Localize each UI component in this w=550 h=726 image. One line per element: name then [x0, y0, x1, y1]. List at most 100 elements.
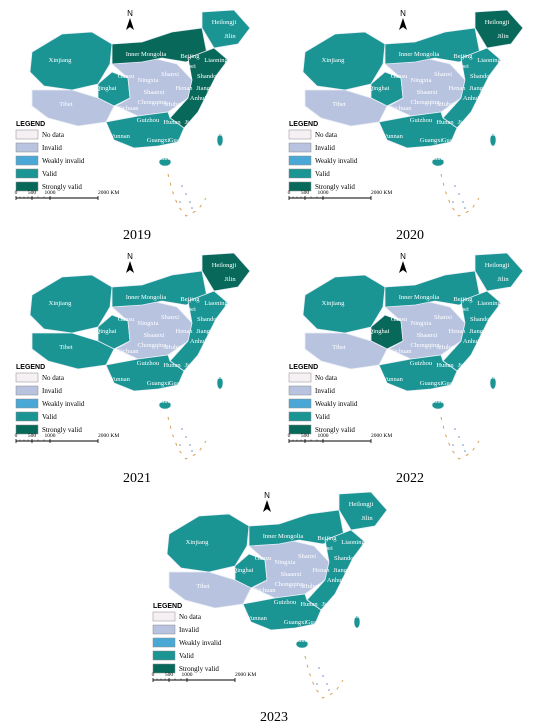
scale-tick-label: 0: [152, 672, 155, 678]
province-label: Gansu: [118, 316, 135, 323]
island-dot: [191, 207, 193, 209]
island-dot: [454, 428, 456, 430]
island-dot: [452, 201, 454, 203]
province-label: Inner Mongolia: [126, 294, 167, 301]
scale-tick-label: 1000: [182, 672, 193, 678]
province-label: Zhejiang: [202, 356, 226, 363]
province-label: Hainan: [430, 155, 450, 162]
legend-label: No data: [315, 131, 338, 139]
province-label: Sichuan: [118, 105, 140, 112]
north-label: N: [264, 491, 270, 500]
province-label: Jilin: [497, 33, 509, 40]
province-label: Henan: [176, 328, 194, 335]
legend-swatch: [15, 398, 39, 409]
island-dot: [189, 444, 191, 446]
legend-label: No data: [42, 131, 65, 139]
province-label: Liaoning: [341, 539, 365, 546]
region-heilongjiang: [201, 252, 251, 292]
province-label: Xinjiang: [322, 57, 345, 64]
province-label: Fujian: [194, 129, 211, 136]
province-label: Guangdong: [169, 380, 200, 387]
province-label: Tibet: [59, 101, 73, 108]
legend-title: LEGEND: [16, 364, 45, 371]
legend-title: LEGEND: [289, 121, 318, 128]
province-label: Zhejiang: [202, 113, 226, 120]
island-dot: [462, 444, 464, 446]
province-label: Inner Mongolia: [126, 51, 167, 58]
province-label: Gansu: [255, 555, 272, 562]
region-south: [105, 354, 185, 392]
province-label: Hebei: [453, 63, 469, 70]
taiwan-island: [216, 133, 224, 147]
province-label: Fujian: [331, 611, 348, 618]
province-label: Hunan: [300, 601, 318, 608]
legend-label: Weakly invalid: [315, 400, 358, 408]
legend-label: Invalid: [315, 144, 335, 152]
province-label: Shanxi: [161, 71, 179, 78]
province-label: Ningxia: [411, 77, 432, 84]
legend-swatch: [152, 637, 176, 648]
province-label: Guangxi: [420, 380, 443, 387]
hainan-island: [295, 639, 309, 649]
legend-title: LEGEND: [289, 364, 318, 371]
scale-tick-label: 0: [15, 190, 18, 196]
province-label: Liaoning: [204, 300, 228, 307]
province-label: Shaanxi: [417, 332, 438, 339]
region-heilongjiang: [474, 9, 524, 49]
province-label: Fujian: [467, 129, 484, 136]
province-label: Liaoning: [204, 57, 228, 64]
region-east: [442, 290, 502, 372]
south-china-sea-boundary: [304, 655, 344, 699]
province-label: Jiangsu: [196, 328, 216, 335]
region-west: [302, 274, 386, 334]
province-label: Jiangxi: [185, 119, 204, 126]
north-arrow-icon: [399, 18, 407, 30]
province-label: Beijing: [180, 296, 200, 303]
legend-label: No data: [42, 374, 65, 382]
legend-label: Weakly invalid: [42, 157, 85, 165]
province-label: Chongqing: [411, 342, 441, 349]
province-label: Chongqing: [138, 342, 168, 349]
province-label: Inner Mongolia: [263, 533, 304, 540]
province-label: Shanxi: [298, 553, 316, 560]
province-label: Hong Kong: [448, 388, 479, 395]
scale-tick-label: 1000: [318, 433, 329, 439]
legend-label: Invalid: [42, 387, 62, 395]
province-label: Yunnan: [110, 376, 131, 383]
hainan-island: [158, 157, 172, 167]
legend-label: Valid: [42, 170, 57, 178]
legend-swatch: [288, 168, 312, 179]
province-label: Zhejiang: [339, 595, 363, 602]
scale-tick-label: 1000: [45, 190, 56, 196]
province-label: Hong Kong: [312, 627, 343, 634]
legend-swatch: [15, 155, 39, 166]
legend-label: Valid: [179, 652, 194, 660]
province-label: Shandong: [197, 316, 224, 323]
province-label: Jilin: [224, 276, 236, 283]
province-label: Hubei: [166, 344, 182, 351]
province-label: Guizhou: [274, 599, 297, 606]
province-label: Guangdong: [169, 137, 200, 144]
legend-swatch: [15, 385, 39, 396]
province-label: Anhui: [463, 95, 479, 102]
province-label: Hong Kong: [175, 388, 206, 395]
province-label: Jiangxi: [458, 362, 477, 369]
province-label: Anhui: [327, 577, 343, 584]
scale-tick-label: 0: [288, 433, 291, 439]
scale-tick-label: 500: [165, 672, 174, 678]
region-south: [242, 593, 322, 631]
province-label: Zhejiang: [475, 113, 499, 120]
province-label: Ningxia: [411, 320, 432, 327]
legend-swatch: [152, 663, 176, 674]
legend-label: Strongly valid: [315, 183, 355, 191]
province-label: Zhejiang: [475, 356, 499, 363]
province-label: Heilongji: [485, 262, 510, 269]
province-label: Ningxia: [275, 559, 296, 566]
north-arrow-icon: [263, 500, 271, 512]
south-china-sea-boundary: [440, 173, 480, 217]
year-label: 2019: [123, 228, 151, 243]
province-label: Heilongji: [349, 501, 374, 508]
legend-title: LEGEND: [153, 603, 182, 610]
